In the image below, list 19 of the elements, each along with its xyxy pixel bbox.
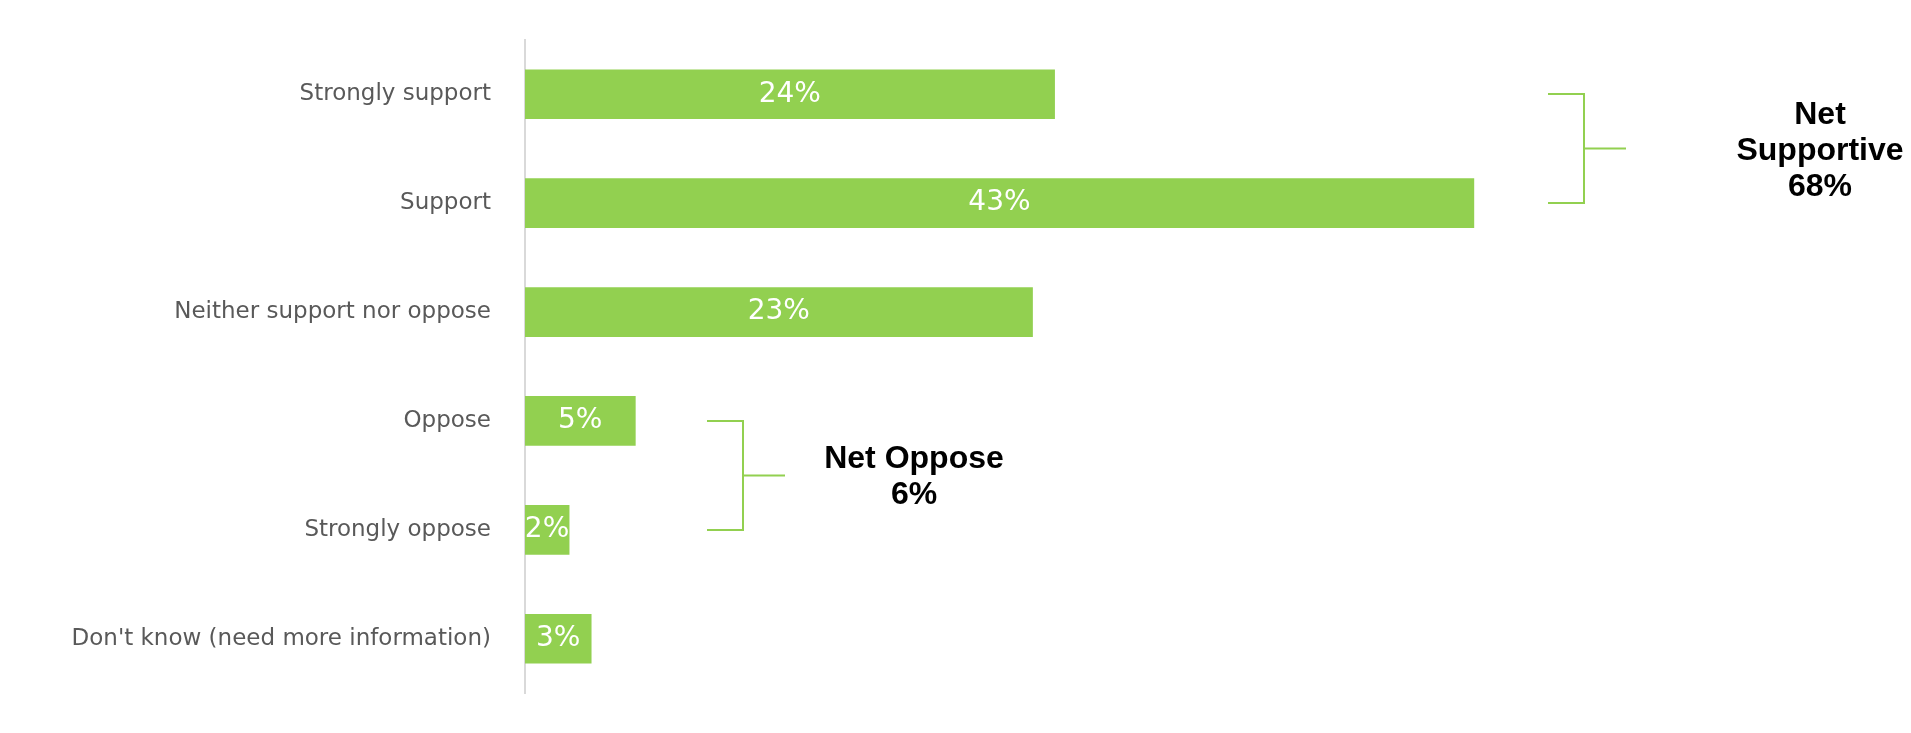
bar — [525, 69, 1055, 120]
data-label: 2% — [524, 511, 570, 545]
y-tick-label: Strongly support — [299, 79, 491, 106]
bar — [525, 396, 636, 446]
y-tick-label: Oppose — [403, 405, 491, 432]
y-tick-label: Strongly oppose — [304, 514, 491, 541]
y-tick-label: Don't know (need more information) — [71, 623, 491, 650]
data-label: 23% — [747, 293, 810, 327]
data-label: 5% — [557, 402, 603, 436]
data-label: 24% — [758, 75, 821, 109]
data-label: 3% — [535, 620, 581, 654]
bar — [525, 613, 592, 664]
text: Net Supportive 68% — [1735, 94, 1905, 203]
y-tick-label: Support — [400, 188, 491, 215]
annotation: Net Oppose 6% — [823, 439, 1005, 512]
data-label: 43% — [968, 184, 1031, 218]
bar — [525, 178, 1475, 228]
bar — [525, 287, 1033, 337]
y-tick-label: Neither support nor oppose — [174, 297, 491, 324]
